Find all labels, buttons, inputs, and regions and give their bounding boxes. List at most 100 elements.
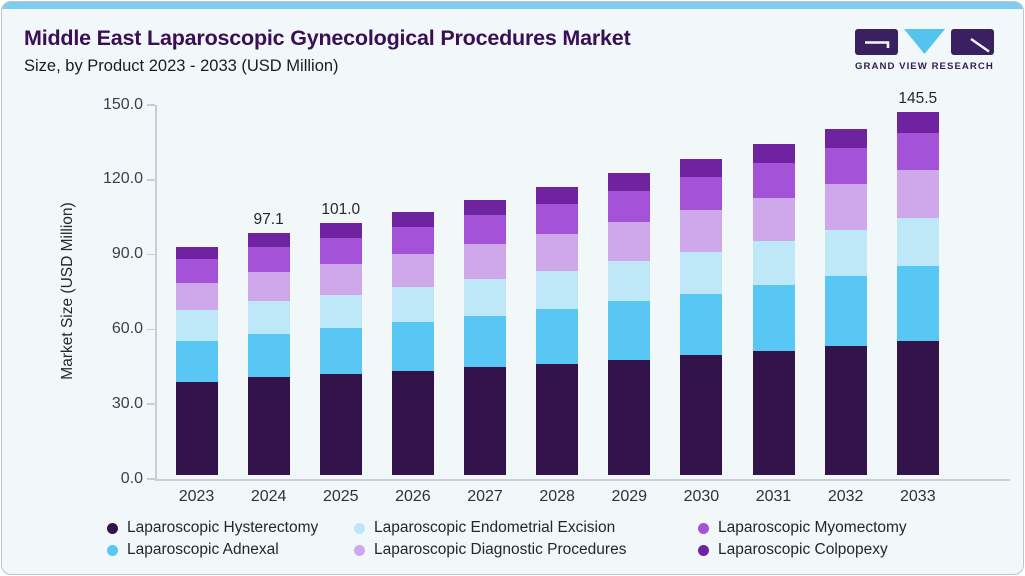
bar-segment-laparoscopic-adnexal	[247, 333, 290, 378]
bar-2029	[608, 173, 651, 475]
bar-segment-laparoscopic-hysterectomy	[319, 374, 362, 475]
bar-segment-laparoscopic-adnexal	[680, 293, 723, 356]
bar-segment-laparoscopic-diagnostic-procedures	[896, 170, 939, 218]
gvr-logo-mark	[855, 29, 997, 55]
bar-segment-laparoscopic-endometrial-excision	[175, 309, 218, 341]
x-label-2023: 2023	[178, 488, 215, 505]
legend-label: Laparoscopic Myomectomy	[718, 519, 907, 536]
bar-segment-laparoscopic-myomectomy	[464, 215, 507, 245]
x-axis-line	[155, 479, 1010, 481]
y-tick-label: 60.0	[111, 319, 143, 337]
legend-item-laparoscopic-myomectomy: Laparoscopic Myomectomy	[698, 519, 907, 537]
bar-segment-laparoscopic-diagnostic-procedures	[536, 233, 579, 271]
bar-segment-laparoscopic-endometrial-excision	[536, 270, 579, 309]
legend-bullet-icon	[698, 544, 709, 556]
x-label-2027: 2027	[467, 488, 503, 505]
legend-bullet-icon	[698, 522, 709, 534]
bar-segment-laparoscopic-myomectomy	[896, 132, 939, 171]
gvr-g-icon	[855, 29, 898, 55]
bar-segment-laparoscopic-hysterectomy	[247, 377, 290, 475]
bar-segment-laparoscopic-colpopexy	[319, 223, 362, 238]
legend-bullet-icon	[107, 544, 118, 556]
bar-segment-laparoscopic-endometrial-excision	[752, 241, 795, 286]
bar-segment-laparoscopic-myomectomy	[536, 203, 579, 234]
legend-bullet-icon	[107, 522, 118, 534]
x-label-2032: 2032	[827, 488, 864, 505]
bar-segment-laparoscopic-endometrial-excision	[464, 279, 507, 316]
bar-segment-laparoscopic-hysterectomy	[175, 381, 218, 475]
legend-label: Laparoscopic Adnexal	[127, 541, 279, 558]
bar-2032	[824, 128, 867, 475]
bar-segment-laparoscopic-diagnostic-procedures	[175, 282, 218, 310]
legend-label: Laparoscopic Colpopexy	[718, 541, 888, 558]
bar-segment-laparoscopic-colpopexy	[680, 159, 723, 178]
y-tick-label: 90.0	[111, 245, 143, 263]
bar-segment-laparoscopic-myomectomy	[319, 237, 362, 264]
bar-segment-laparoscopic-adnexal	[464, 315, 507, 368]
bar-segment-laparoscopic-adnexal	[319, 328, 362, 375]
legend-bullet-icon	[354, 522, 365, 534]
bar-segment-laparoscopic-myomectomy	[752, 162, 795, 198]
legend-label: Laparoscopic Diagnostic Procedures	[374, 541, 627, 558]
bar-segment-laparoscopic-hysterectomy	[464, 367, 507, 475]
bar-segment-laparoscopic-adnexal	[896, 266, 939, 341]
bar-2028	[536, 187, 579, 475]
y-tick-mark	[147, 478, 155, 480]
bar-2031	[752, 144, 795, 475]
legend-item-laparoscopic-endometrial-excision: Laparoscopic Endometrial Excision	[354, 519, 615, 537]
gvr-r-icon	[951, 29, 994, 55]
bar-segment-laparoscopic-diagnostic-procedures	[608, 222, 651, 262]
y-tick-label: 30.0	[111, 394, 143, 412]
page-title: Middle East Laparoscopic Gynecological P…	[24, 26, 631, 50]
bar-segment-laparoscopic-adnexal	[752, 285, 795, 351]
bar-segment-laparoscopic-adnexal	[175, 340, 218, 382]
bar-segment-laparoscopic-adnexal	[608, 301, 651, 360]
bar-segment-laparoscopic-diagnostic-procedures	[680, 210, 723, 252]
x-label-2029: 2029	[611, 488, 648, 505]
bar-segment-laparoscopic-adnexal	[391, 322, 434, 371]
bar-segment-laparoscopic-diagnostic-procedures	[319, 263, 362, 295]
legend-item-laparoscopic-diagnostic-procedures: Laparoscopic Diagnostic Procedures	[354, 541, 626, 559]
bar-segment-laparoscopic-colpopexy	[247, 232, 290, 248]
y-tick-mark	[147, 253, 155, 256]
bar-segment-laparoscopic-endometrial-excision	[391, 287, 434, 323]
bar-segment-laparoscopic-diagnostic-procedures	[824, 184, 867, 231]
y-tick-mark	[147, 403, 155, 405]
bar-segment-laparoscopic-endometrial-excision	[896, 217, 939, 267]
bar-segment-laparoscopic-myomectomy	[247, 247, 290, 273]
bar-segment-laparoscopic-hysterectomy	[896, 340, 939, 475]
top-accent-strip	[2, 2, 1023, 9]
y-tick-label: 0.0	[120, 469, 143, 487]
bar-segment-laparoscopic-hysterectomy	[391, 370, 434, 475]
bar-segment-laparoscopic-myomectomy	[608, 190, 651, 223]
grand-view-research-logo: GRAND VIEW RESEARCH	[855, 29, 997, 72]
y-axis-line	[155, 105, 157, 479]
y-axis-title: Market Size (USD Million)	[59, 202, 76, 380]
bar-segment-laparoscopic-hysterectomy	[752, 350, 795, 475]
legend-item-laparoscopic-hysterectomy: Laparoscopic Hysterectomy	[107, 519, 318, 537]
bar-2025	[319, 223, 362, 475]
legend-item-laparoscopic-adnexal: Laparoscopic Adnexal	[107, 541, 279, 559]
x-label-2025: 2025	[322, 488, 359, 505]
bar-segment-laparoscopic-hysterectomy	[608, 359, 651, 475]
bar-segment-laparoscopic-myomectomy	[175, 259, 218, 283]
bar-segment-laparoscopic-myomectomy	[824, 148, 867, 185]
bar-segment-laparoscopic-adnexal	[536, 308, 579, 364]
bar-segment-laparoscopic-diagnostic-procedures	[391, 254, 434, 288]
bar-segment-laparoscopic-endometrial-excision	[247, 301, 290, 334]
y-tick-mark	[147, 104, 155, 106]
bar-segment-laparoscopic-myomectomy	[680, 177, 723, 211]
x-label-2030: 2030	[683, 488, 720, 505]
y-tick-label: 120.0	[102, 170, 143, 188]
bar-2024	[247, 232, 290, 475]
x-label-2031: 2031	[755, 488, 792, 505]
legend-label: Laparoscopic Hysterectomy	[127, 519, 319, 536]
bar-value-label-2024: 97.1	[253, 210, 284, 228]
bar-segment-laparoscopic-colpopexy	[608, 173, 651, 191]
bar-2030	[680, 159, 723, 475]
bar-segment-laparoscopic-adnexal	[824, 276, 867, 347]
bar-segment-laparoscopic-hysterectomy	[824, 346, 867, 475]
bar-segment-laparoscopic-endometrial-excision	[824, 230, 867, 277]
y-tick-mark	[147, 328, 155, 331]
